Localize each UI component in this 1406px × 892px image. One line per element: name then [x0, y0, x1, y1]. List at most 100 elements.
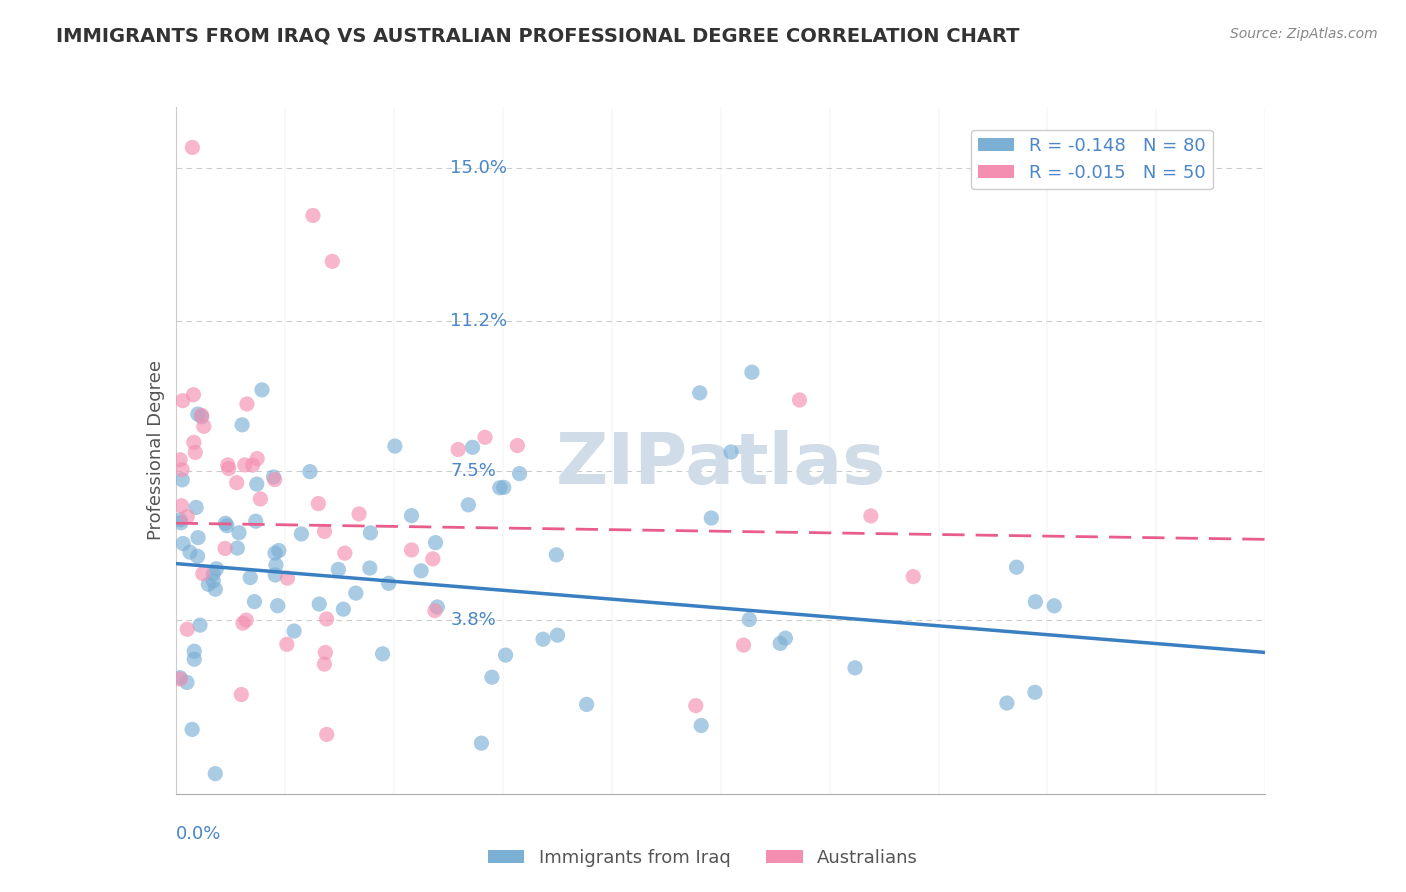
- Point: [190, 409, 212, 423]
- Point: [264, 568, 287, 582]
- Point: [250, 383, 273, 397]
- Point: [321, 254, 343, 268]
- Point: [263, 470, 285, 484]
- Point: [423, 604, 446, 618]
- Point: [202, 574, 225, 588]
- Point: [236, 397, 259, 411]
- Point: [426, 599, 449, 614]
- Point: [307, 497, 329, 511]
- Point: [314, 645, 336, 659]
- Point: [359, 525, 381, 540]
- Point: [183, 388, 205, 402]
- Point: [700, 511, 723, 525]
- Point: [235, 613, 257, 627]
- Point: [242, 458, 264, 472]
- Point: [184, 445, 207, 459]
- Point: [217, 458, 239, 472]
- Text: 15.0%: 15.0%: [450, 159, 508, 177]
- Point: [204, 766, 226, 780]
- Point: [508, 467, 530, 481]
- Point: [176, 509, 198, 524]
- Point: [202, 566, 225, 581]
- Point: [741, 365, 763, 379]
- Legend: Immigrants from Iraq, Australians: Immigrants from Iraq, Australians: [481, 842, 925, 874]
- Point: [447, 442, 470, 457]
- Point: [231, 688, 253, 702]
- Point: [298, 465, 321, 479]
- Point: [344, 586, 367, 600]
- Point: [169, 672, 191, 686]
- Text: 3.8%: 3.8%: [450, 611, 496, 629]
- Point: [371, 647, 394, 661]
- Point: [531, 632, 554, 647]
- Point: [172, 473, 194, 487]
- Point: [176, 675, 198, 690]
- Point: [315, 727, 337, 741]
- Point: [377, 576, 399, 591]
- Point: [231, 417, 253, 432]
- Point: [170, 499, 193, 513]
- Point: [328, 562, 350, 576]
- Point: [187, 549, 209, 564]
- Point: [903, 569, 925, 583]
- Point: [506, 438, 529, 452]
- Point: [401, 543, 423, 558]
- Text: 7.5%: 7.5%: [450, 462, 496, 480]
- Point: [170, 516, 193, 530]
- Point: [245, 514, 267, 528]
- Point: [314, 524, 336, 539]
- Point: [233, 458, 256, 472]
- Point: [425, 535, 447, 549]
- Point: [243, 594, 266, 608]
- Point: [733, 638, 755, 652]
- Point: [769, 636, 792, 650]
- Point: [546, 548, 568, 562]
- Point: [314, 657, 336, 672]
- Point: [720, 445, 742, 459]
- Point: [308, 597, 330, 611]
- Point: [184, 500, 207, 515]
- Point: [205, 562, 228, 576]
- Text: IMMIGRANTS FROM IRAQ VS AUSTRALIAN PROFESSIONAL DEGREE CORRELATION CHART: IMMIGRANTS FROM IRAQ VS AUSTRALIAN PROFE…: [56, 27, 1019, 45]
- Point: [179, 545, 201, 559]
- Point: [226, 541, 249, 555]
- Point: [1043, 599, 1066, 613]
- Point: [267, 543, 290, 558]
- Point: [302, 209, 325, 223]
- Point: [332, 602, 354, 616]
- Point: [470, 736, 492, 750]
- Point: [347, 507, 370, 521]
- Point: [169, 513, 191, 527]
- Point: [172, 463, 194, 477]
- Point: [172, 393, 194, 408]
- Point: [181, 723, 204, 737]
- Point: [276, 637, 298, 651]
- Point: [995, 696, 1018, 710]
- Point: [188, 618, 211, 632]
- Point: [187, 407, 209, 421]
- Point: [264, 546, 287, 560]
- Point: [789, 392, 811, 407]
- Point: [401, 508, 423, 523]
- Point: [738, 613, 761, 627]
- Point: [575, 698, 598, 712]
- Point: [422, 552, 444, 566]
- Point: [204, 582, 226, 597]
- Point: [169, 452, 191, 467]
- Legend: R = -0.148   N = 80, R = -0.015   N = 50: R = -0.148 N = 80, R = -0.015 N = 50: [972, 130, 1213, 189]
- Point: [183, 644, 205, 658]
- Point: [249, 491, 271, 506]
- Point: [169, 671, 191, 685]
- Text: Source: ZipAtlas.com: Source: ZipAtlas.com: [1230, 27, 1378, 41]
- Point: [183, 435, 205, 450]
- Point: [685, 698, 707, 713]
- Point: [1005, 560, 1028, 574]
- Y-axis label: Professional Degree: Professional Degree: [146, 360, 165, 541]
- Point: [359, 561, 381, 575]
- Point: [488, 481, 510, 495]
- Point: [844, 661, 866, 675]
- Text: ZIPatlas: ZIPatlas: [555, 430, 886, 499]
- Point: [474, 430, 496, 444]
- Point: [197, 577, 219, 591]
- Point: [461, 440, 484, 454]
